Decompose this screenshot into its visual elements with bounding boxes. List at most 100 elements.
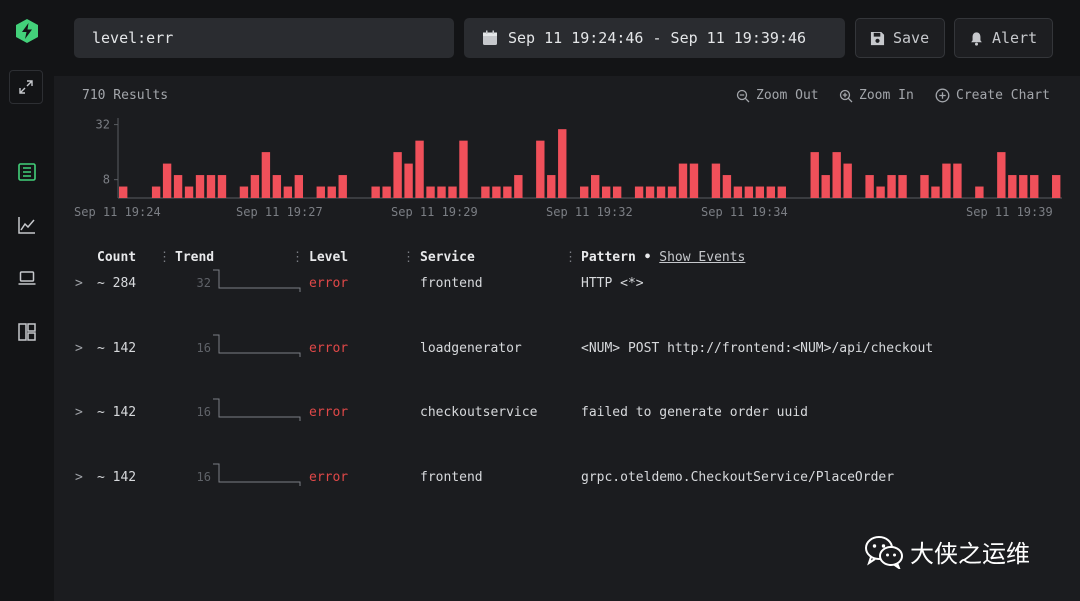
col-header-pattern: Pattern • Show Events: [581, 250, 745, 265]
results-count: 710 Results: [82, 88, 169, 103]
histogram-bar: [942, 163, 951, 198]
col-resize-handle[interactable]: ⋮: [158, 250, 171, 265]
row-service: loadgenerator: [420, 341, 522, 356]
search-input[interactable]: level:err: [74, 18, 454, 58]
trend-sparkline: [213, 463, 301, 486]
logo-bolt-icon[interactable]: [14, 18, 40, 44]
col-header-trend[interactable]: Trend: [175, 250, 215, 265]
row-level: error: [309, 276, 349, 291]
table-row[interactable]: > ~ 142 16 error frontend grpc.oteldemo.…: [0, 463, 1080, 534]
trend-max-label: 32: [196, 276, 211, 290]
col-resize-handle[interactable]: ⋮: [402, 250, 415, 265]
histogram-bar: [1030, 175, 1039, 198]
sidebar: [0, 0, 54, 601]
histogram-bar: [821, 175, 830, 198]
histogram-bar: [547, 175, 556, 198]
histogram-bar: [733, 186, 743, 198]
laptop-icon: [18, 271, 36, 285]
histogram-bar: [755, 186, 765, 198]
expand-row-toggle[interactable]: >: [75, 341, 83, 356]
histogram-bar: [426, 186, 435, 198]
alert-button[interactable]: Alert: [954, 18, 1053, 58]
search-query[interactable]: level:err: [92, 29, 174, 47]
histogram-bar: [206, 175, 216, 198]
histogram-bar: [634, 186, 644, 198]
event-histogram[interactable]: 32 8 Sep 11 19:24 Sep 11 19:27 Sep 11 19:29 S…: [66, 110, 1076, 225]
col-header-level[interactable]: Level: [309, 250, 349, 265]
x-tick-label: Sep 11 19:27: [236, 205, 323, 219]
histogram-bar: [920, 175, 929, 198]
show-events-link[interactable]: Show Events: [659, 250, 746, 265]
table-row[interactable]: > ~ 284 32 error frontend HTTP <*>: [0, 269, 1080, 340]
col-header-count[interactable]: Count: [97, 250, 137, 265]
row-service: frontend: [420, 470, 483, 485]
histogram-bar: [580, 186, 589, 198]
table-row[interactable]: > ~ 142 16 error checkoutservice failed …: [0, 398, 1080, 469]
histogram-bar: [645, 186, 655, 198]
histogram-bar: [865, 175, 874, 198]
zoom-in-button[interactable]: Zoom In: [839, 88, 914, 103]
row-pattern: grpc.oteldemo.CheckoutService/PlaceOrder: [581, 470, 895, 485]
zoom-in-label: Zoom In: [859, 88, 914, 103]
histogram-bar: [503, 186, 512, 198]
x-tick-label: Sep 11 19:32: [546, 205, 633, 219]
col-header-service[interactable]: Service: [420, 250, 475, 265]
histogram-bar: [601, 186, 611, 198]
expand-row-toggle[interactable]: >: [75, 276, 83, 291]
histogram-bar: [195, 175, 205, 198]
histogram-bar: [536, 140, 545, 198]
histogram-bar: [1008, 175, 1017, 198]
x-tick-label: Sep 11 19:34: [701, 205, 788, 219]
trend-max-label: 16: [196, 341, 211, 355]
histogram-bar: [975, 186, 984, 198]
histogram-bar: [887, 175, 896, 198]
nav-dashboards[interactable]: [15, 320, 39, 344]
histogram-bar: [338, 175, 347, 198]
histogram-bar: [492, 186, 501, 198]
histogram-bar: [591, 175, 600, 198]
histogram-bar: [272, 175, 282, 198]
save-button[interactable]: Save: [855, 18, 945, 58]
histogram-bar: [931, 186, 940, 198]
zoom-out-button[interactable]: Zoom Out: [736, 88, 819, 103]
table-row[interactable]: > ~ 142 16 error loadgenerator <NUM> POS…: [0, 334, 1080, 405]
histogram-bar: [404, 163, 413, 198]
histogram-bar: [1052, 175, 1061, 198]
col-resize-handle[interactable]: ⋮: [564, 250, 577, 265]
trend-sparkline: [213, 269, 301, 292]
nav-sessions[interactable]: [15, 266, 39, 290]
create-chart-button[interactable]: Create Chart: [935, 88, 1050, 103]
expand-button[interactable]: [9, 70, 43, 104]
wechat-watermark: 大侠之运维: [864, 534, 1030, 569]
nav-charts[interactable]: [15, 213, 39, 237]
zoom-out-label: Zoom Out: [756, 88, 819, 103]
histogram-bar: [766, 186, 776, 198]
histogram-bar: [558, 129, 567, 198]
x-tick-label: Sep 11 19:24: [74, 205, 161, 219]
date-range-picker[interactable]: Sep 11 19:24:46 - Sep 11 19:39:46: [464, 18, 845, 58]
histogram-bar: [382, 186, 391, 198]
search-logs-icon: [18, 163, 36, 181]
y-tick-label: 32: [96, 118, 110, 132]
histogram-bar: [656, 186, 666, 198]
histogram-bar: [1019, 175, 1028, 198]
row-level: error: [309, 341, 349, 356]
histogram-bar: [184, 186, 194, 198]
histogram-bar: [119, 186, 128, 198]
expand-row-toggle[interactable]: >: [75, 470, 83, 485]
histogram-bar: [689, 163, 699, 198]
watermark-text: 大侠之运维: [910, 540, 1030, 568]
histogram-bar: [151, 186, 161, 198]
histogram-bar: [459, 140, 468, 198]
nav-search-logs[interactable]: [15, 160, 39, 184]
zoom-in-icon: [839, 89, 853, 102]
histogram-bar: [481, 186, 490, 198]
row-count: ~ 142: [97, 405, 137, 420]
histogram-bar: [612, 186, 622, 198]
trend-sparkline: [213, 398, 301, 421]
pattern-header-label: Pattern: [581, 250, 636, 265]
expand-row-toggle[interactable]: >: [75, 405, 83, 420]
histogram-bar: [843, 163, 852, 198]
col-resize-handle[interactable]: ⋮: [291, 250, 304, 265]
header-separator: •: [643, 250, 652, 265]
